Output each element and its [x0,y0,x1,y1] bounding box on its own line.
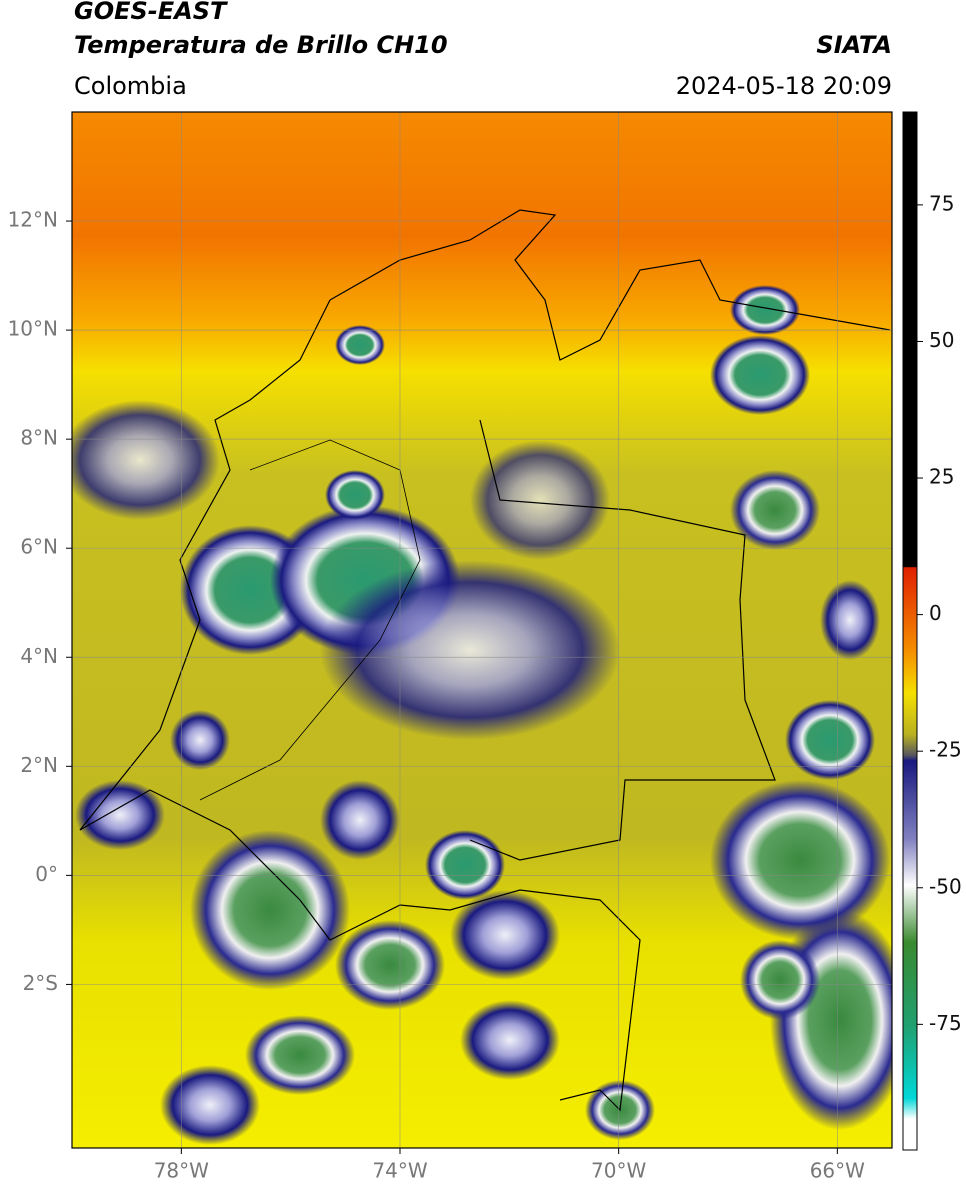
y-tick-label: 4°N [20,644,58,668]
colorbar-tick-label: -75 [929,1011,962,1035]
colorbar-tick-label: 0 [929,601,942,625]
x-tick-label: 74°W [372,1159,427,1183]
map-frame [71,111,893,1149]
y-tick-label: 10°N [8,317,58,341]
colorbar-tick-label: -50 [929,874,962,898]
colorbar-tick-label: 25 [929,465,954,489]
colorbar-tick-label: -25 [929,738,962,762]
colorbar [902,111,918,1151]
x-tick-label: 70°W [591,1159,646,1183]
x-tick-label: 66°W [810,1159,865,1183]
title: GOES-EAST [74,0,228,25]
y-tick-label: 0° [35,862,58,886]
y-tick-label: 2°N [20,753,58,777]
satellite-image [72,112,892,1148]
source: SIATA [816,31,892,59]
y-tick-label: 12°N [8,208,58,232]
y-tick-label: 2°S [23,971,58,995]
y-tick-label: 6°N [20,535,58,559]
title: Temperatura de Brillo CH10 [74,31,448,59]
colorbar-tick-label: 75 [929,191,954,215]
colorbar-tick-label: 50 [929,328,954,352]
datetime: 2024-05-18 20:09 [676,72,892,100]
y-tick-label: 8°N [20,426,58,450]
region: Colombia [74,72,187,100]
x-tick-label: 78°W [154,1159,209,1183]
